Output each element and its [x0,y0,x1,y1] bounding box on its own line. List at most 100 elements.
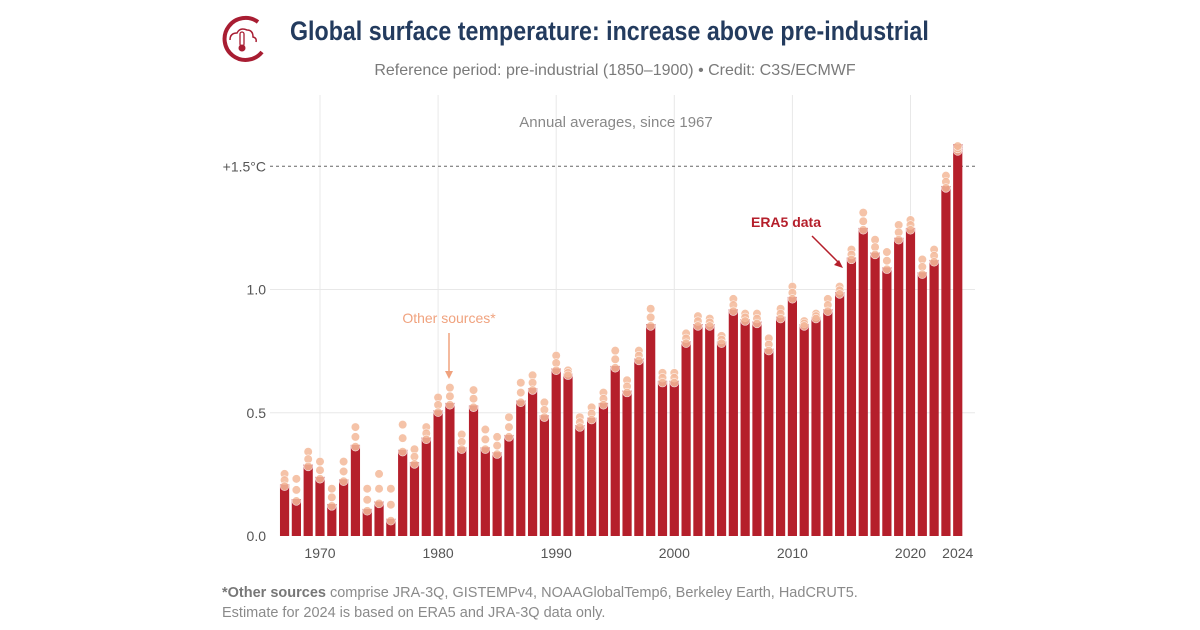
other-source-point [705,321,715,331]
other-source-point [445,400,455,410]
era5-bar [705,324,715,536]
other-source-point [279,481,290,491]
other-source-point [504,422,514,432]
other-source-point [362,506,372,516]
other-source-point [882,256,892,266]
other-source-point [291,485,301,495]
era5-bar [374,501,384,536]
other-source-point [646,312,656,322]
other-source-point [374,469,384,479]
era5-bar [823,309,833,536]
other-source-point [504,432,514,442]
era5-bar [457,447,467,536]
era5-bar [468,405,479,536]
footnote-text: comprise JRA-3Q, GISTEMPv4, NOAAGlobalTe… [325,585,858,601]
other-source-point [350,442,361,452]
x-tick-label: 1980 [423,545,454,561]
other-source-point [870,249,880,260]
other-source-point [728,306,738,316]
era5-bar [716,341,727,536]
era5-bar [775,316,786,536]
other-source-point [563,370,573,380]
era5-bar [480,447,490,536]
other-source-point [315,456,325,467]
era5-bar [327,503,337,536]
other-source-point [657,378,668,388]
other-source-point [610,363,620,373]
other-source-point [823,306,833,316]
other-source-point [362,495,372,505]
other-source-point [882,264,892,274]
era5-bar [905,227,916,536]
other-source-point [752,318,762,329]
other-source-point [315,474,325,484]
other-source-point [516,378,526,388]
other-source-point [409,459,420,469]
other-source-point [740,316,750,326]
annotation-annual-averages: Annual averages, since 1967 [519,114,712,131]
era5-bar [598,402,609,536]
era5-bar [669,380,679,536]
era5-bar [492,452,502,536]
era5-bar [693,324,703,536]
other-sources-arrowhead-icon [445,371,453,379]
era5-bar [894,237,904,537]
other-source-point [539,412,549,422]
other-source-point [610,354,620,364]
other-source-point [575,422,585,432]
other-source-point [468,385,479,395]
other-source-point [457,444,467,454]
era5-bar [657,380,668,536]
era5-bar [421,437,431,536]
y-tick-label: +1.5°C [223,158,266,174]
other-source-point [291,474,301,484]
other-source-point [374,498,384,509]
era5-bar [646,324,656,536]
other-source-point [799,321,809,331]
other-source-point [811,314,821,324]
annotation-era5: ERA5 data [751,214,821,230]
chart-title: Global surface temperature: increase abo… [290,16,929,46]
other-source-point [905,225,916,235]
other-source-point [468,394,479,404]
other-source-point [858,225,868,235]
y-tick-label: 0.5 [247,405,267,421]
other-source-point [398,420,408,430]
era5-bar [941,185,951,536]
other-source-point [468,402,479,412]
other-source-point [480,424,490,435]
other-source-point [929,257,939,267]
era5-bar [811,316,821,536]
era5-bar [339,479,349,536]
era5-bar [752,321,762,536]
era5-bar [622,390,632,536]
era5-arrow [811,235,841,265]
other-source-point [398,433,408,443]
x-tick-label: 2024 [942,545,973,561]
other-source-point [527,385,538,395]
era5-bar [551,368,561,536]
footnote-sources: *Other sources comprise JRA-3Q, GISTEMPv… [222,585,858,601]
other-source-point [622,387,632,398]
thermometer-cloud-logo [222,16,264,62]
era5-bar [362,508,372,536]
other-source-point [398,447,408,457]
other-source-point [516,397,526,408]
other-source-point [327,501,337,511]
era5-bar [764,348,774,536]
other-source-point [291,496,301,506]
era5-arrowhead-icon [834,260,843,268]
other-source-point [445,391,455,401]
other-source-point [846,254,857,265]
annotation-other-sources: Other sources* [402,310,496,326]
other-source-point [693,321,703,331]
other-source-point [433,407,443,417]
other-source-point [516,387,526,398]
other-source-point [327,484,337,494]
other-source-point [492,432,502,442]
era5-bar [728,309,738,536]
other-source-point [835,289,845,299]
other-source-point [764,346,774,356]
era5-bar [740,319,750,536]
other-source-point [610,346,620,356]
